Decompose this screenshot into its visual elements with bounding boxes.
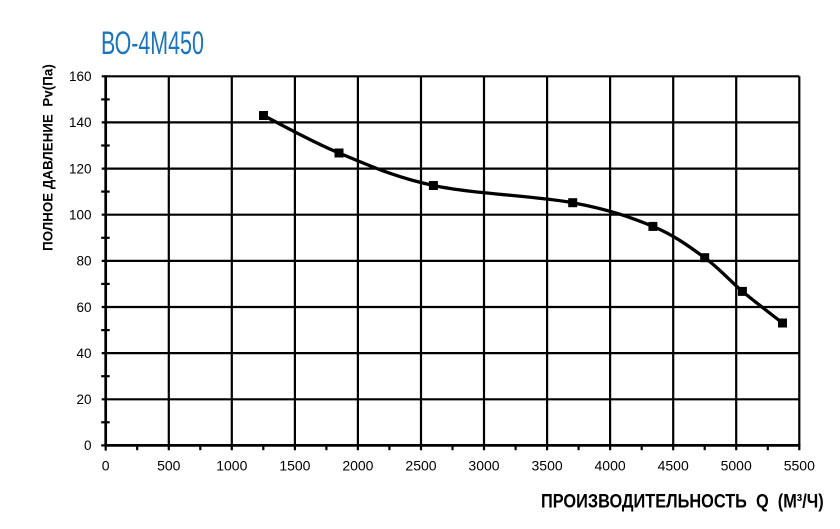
svg-text:0: 0 [84,438,92,453]
svg-text:160: 160 [69,69,92,84]
svg-text:500: 500 [157,457,181,473]
svg-text:3000: 3000 [468,457,499,473]
svg-text:140: 140 [69,115,92,130]
svg-text:5000: 5000 [721,457,752,473]
svg-text:4500: 4500 [658,457,689,473]
svg-text:20: 20 [76,392,91,407]
svg-text:2500: 2500 [405,457,436,473]
svg-text:40: 40 [76,346,91,361]
svg-text:ПОЛНОЕ ДАВЛЕНИЕ Pv(Па): ПОЛНОЕ ДАВЛЕНИЕ Pv(Па) [40,64,55,251]
svg-text:1500: 1500 [279,457,310,473]
svg-text:1000: 1000 [216,457,247,473]
svg-text:4000: 4000 [595,457,626,473]
svg-text:120: 120 [69,161,92,176]
svg-text:60: 60 [76,300,91,315]
svg-text:80: 80 [76,254,91,269]
svg-text:5500: 5500 [784,457,815,473]
svg-text:2000: 2000 [342,457,373,473]
svg-text:3500: 3500 [532,457,563,473]
svg-text:ПРОИЗВОДИТЕЛЬНОСТЬ Q (М³/Ч): ПРОИЗВОДИТЕЛЬНОСТЬ Q (М³/Ч) [541,490,824,511]
svg-text:100: 100 [69,208,92,223]
svg-text:0: 0 [102,457,110,473]
svg-text:ВО-4М450: ВО-4М450 [101,25,204,61]
